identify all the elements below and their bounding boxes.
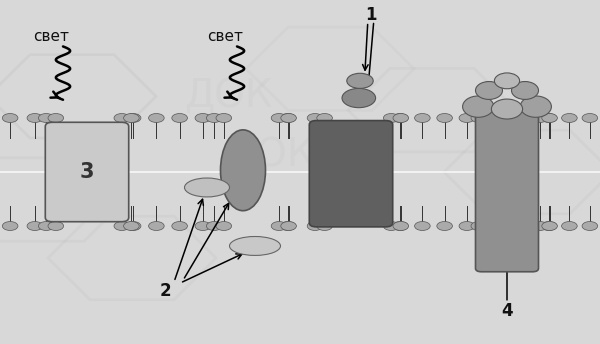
- Ellipse shape: [520, 96, 551, 117]
- Circle shape: [124, 114, 139, 122]
- Circle shape: [459, 114, 475, 122]
- FancyBboxPatch shape: [476, 110, 539, 272]
- Circle shape: [532, 114, 548, 122]
- Ellipse shape: [463, 96, 494, 117]
- Circle shape: [481, 114, 496, 122]
- Circle shape: [532, 222, 548, 230]
- Circle shape: [541, 114, 557, 122]
- Text: 3: 3: [80, 162, 94, 182]
- Circle shape: [125, 114, 141, 122]
- Circle shape: [2, 222, 18, 230]
- Ellipse shape: [221, 130, 265, 211]
- Circle shape: [124, 222, 139, 230]
- Circle shape: [562, 114, 577, 122]
- Circle shape: [48, 114, 64, 122]
- Circle shape: [216, 114, 232, 122]
- Circle shape: [149, 114, 164, 122]
- Circle shape: [281, 222, 296, 230]
- Circle shape: [195, 114, 211, 122]
- Circle shape: [317, 222, 332, 230]
- Circle shape: [541, 222, 557, 230]
- Circle shape: [172, 114, 187, 122]
- Circle shape: [415, 114, 430, 122]
- Circle shape: [347, 73, 373, 88]
- Circle shape: [383, 222, 399, 230]
- Circle shape: [38, 114, 54, 122]
- Circle shape: [471, 114, 487, 122]
- Text: 1: 1: [365, 7, 377, 24]
- Text: свет: свет: [207, 29, 243, 44]
- Circle shape: [206, 114, 222, 122]
- Circle shape: [392, 222, 408, 230]
- Circle shape: [317, 114, 332, 122]
- Circle shape: [393, 222, 409, 230]
- Circle shape: [125, 222, 141, 230]
- Ellipse shape: [229, 237, 281, 255]
- Circle shape: [471, 222, 487, 230]
- Circle shape: [114, 222, 130, 230]
- Circle shape: [437, 222, 452, 230]
- FancyBboxPatch shape: [46, 122, 129, 222]
- Circle shape: [27, 222, 43, 230]
- Text: ДОК: ДОК: [226, 136, 314, 174]
- Circle shape: [562, 222, 577, 230]
- Circle shape: [114, 114, 130, 122]
- Circle shape: [392, 114, 408, 122]
- Circle shape: [27, 114, 43, 122]
- Circle shape: [459, 222, 475, 230]
- Circle shape: [206, 222, 222, 230]
- Ellipse shape: [491, 99, 523, 119]
- Text: свет: свет: [33, 29, 69, 44]
- Circle shape: [307, 114, 323, 122]
- Circle shape: [393, 114, 409, 122]
- Circle shape: [280, 114, 296, 122]
- Circle shape: [582, 114, 598, 122]
- Circle shape: [48, 222, 64, 230]
- Circle shape: [149, 222, 164, 230]
- Circle shape: [271, 222, 287, 230]
- FancyBboxPatch shape: [310, 121, 392, 227]
- Ellipse shape: [475, 82, 502, 99]
- Circle shape: [271, 114, 287, 122]
- Ellipse shape: [185, 178, 229, 197]
- Circle shape: [437, 114, 452, 122]
- Circle shape: [280, 222, 296, 230]
- Circle shape: [281, 114, 296, 122]
- Circle shape: [2, 114, 18, 122]
- Circle shape: [542, 114, 557, 122]
- Circle shape: [342, 88, 376, 108]
- Text: ДОК: ДОК: [184, 77, 272, 115]
- Circle shape: [195, 222, 211, 230]
- Circle shape: [216, 222, 232, 230]
- Ellipse shape: [494, 73, 520, 89]
- Circle shape: [481, 222, 496, 230]
- Circle shape: [172, 222, 187, 230]
- Text: 2: 2: [159, 282, 171, 300]
- Circle shape: [542, 222, 557, 230]
- Circle shape: [307, 222, 323, 230]
- Circle shape: [582, 222, 598, 230]
- Circle shape: [38, 222, 54, 230]
- Ellipse shape: [511, 82, 539, 99]
- Text: 4: 4: [501, 302, 513, 320]
- Circle shape: [383, 114, 399, 122]
- Circle shape: [415, 222, 430, 230]
